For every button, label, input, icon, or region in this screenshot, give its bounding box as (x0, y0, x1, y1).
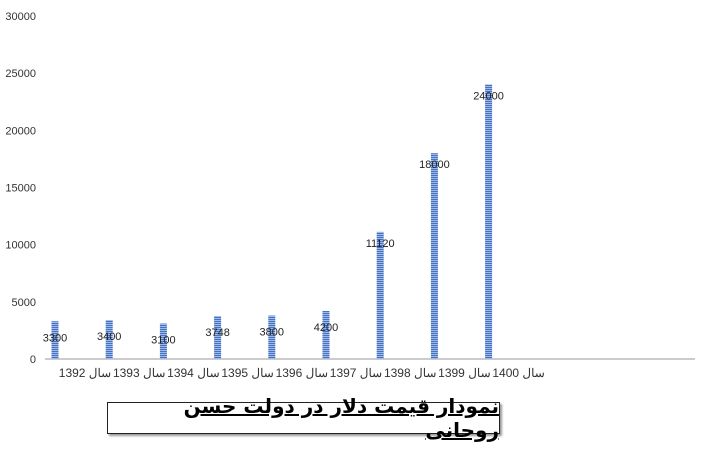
bar (322, 310, 330, 359)
chart-title-box: نمودار قیمت دلار در دولت حسن روحانی (107, 394, 500, 442)
bar (214, 316, 222, 359)
x-tick-label: سال 1394 (167, 366, 219, 380)
data-label: 3300 (43, 332, 67, 344)
x-tick-label: سال 1392 (59, 366, 111, 380)
y-tick-label: 10000 (5, 240, 36, 252)
bar (51, 321, 59, 359)
x-tick-label: سال 1398 (384, 366, 436, 380)
bar (485, 84, 493, 359)
y-tick-label: 30000 (5, 11, 36, 23)
bar (105, 320, 113, 359)
y-tick-label: 5000 (12, 297, 36, 309)
y-tick-label: 15000 (5, 183, 36, 195)
x-tick-label: سال 1397 (330, 366, 382, 380)
data-label: 4200 (314, 322, 338, 334)
data-label: 3400 (97, 331, 121, 343)
bar (376, 231, 384, 359)
data-label: 3800 (260, 327, 284, 339)
chart-title: نمودار قیمت دلار در دولت حسن روحانی (183, 394, 499, 442)
y-tick-label: 0 (30, 354, 36, 366)
bar (430, 153, 438, 359)
data-label: 11120 (366, 238, 395, 250)
data-label: 24000 (473, 91, 504, 103)
x-tick-label: سال 1395 (221, 366, 273, 380)
x-tick-label: سال 1396 (276, 366, 328, 380)
data-label: 3100 (151, 335, 175, 347)
x-tick-label: سال 1399 (438, 366, 490, 380)
data-label: 3748 (205, 327, 229, 339)
x-tick-label: سال 1393 (113, 366, 165, 380)
bar-chart: 0 5000 10000 15000 20000 25000 30000 3300 سال 13… (5, 11, 695, 380)
bar (268, 315, 276, 359)
y-tick-label: 20000 (5, 125, 36, 137)
x-tick-label: سال 1400 (492, 366, 544, 380)
data-label: 18000 (419, 159, 450, 171)
bar (159, 323, 167, 359)
y-tick-label: 25000 (5, 68, 36, 80)
